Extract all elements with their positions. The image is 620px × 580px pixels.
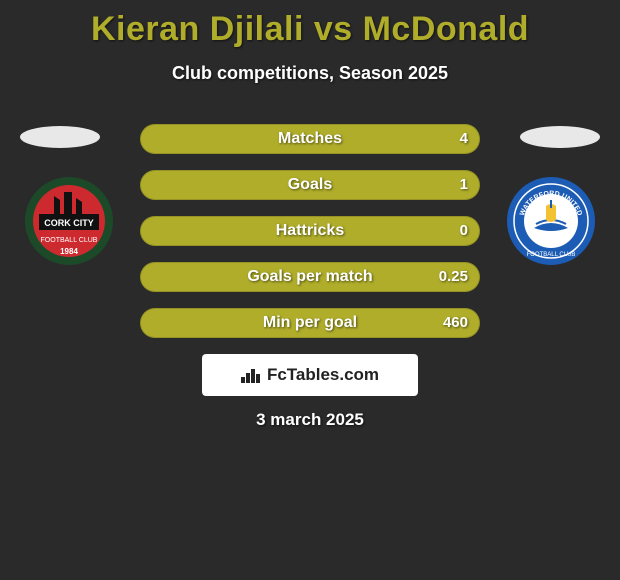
- source-label: FcTables.com: [267, 365, 379, 385]
- player-left-avatar: [20, 126, 100, 148]
- svg-text:1984: 1984: [60, 247, 78, 256]
- stat-label: Hattricks: [140, 216, 480, 246]
- page-subtitle: Club competitions, Season 2025: [0, 63, 620, 84]
- chart-icon: [241, 367, 261, 383]
- svg-text:FOOTBALL CLUB: FOOTBALL CLUB: [41, 237, 98, 244]
- stat-label: Matches: [140, 124, 480, 154]
- stat-row: Matches 4: [140, 124, 480, 154]
- stat-label: Goals: [140, 170, 480, 200]
- stat-right-value: 4: [460, 124, 468, 154]
- stat-row: Goals per match 0.25: [140, 262, 480, 292]
- stat-right-value: 1: [460, 170, 468, 200]
- stat-right-value: 460: [443, 308, 468, 338]
- date-label: 3 march 2025: [0, 410, 620, 430]
- player-right-avatar: [520, 126, 600, 148]
- stat-right-value: 0: [460, 216, 468, 246]
- page-title: Kieran Djilali vs McDonald: [0, 0, 620, 49]
- comparison-card: Kieran Djilali vs McDonald Club competit…: [0, 0, 620, 580]
- stat-row: Min per goal 460: [140, 308, 480, 338]
- club-badge-left: CORK CITY FOOTBALL CLUB 1984: [24, 176, 114, 266]
- svg-text:CORK CITY: CORK CITY: [44, 218, 94, 228]
- stat-label: Goals per match: [140, 262, 480, 292]
- stat-right-value: 0.25: [439, 262, 468, 292]
- stat-label: Min per goal: [140, 308, 480, 338]
- stats-list: Matches 4 Goals 1 Hattricks 0 Goals per …: [140, 124, 480, 354]
- svg-text:FOOTBALL CLUB: FOOTBALL CLUB: [527, 252, 576, 258]
- stat-row: Hattricks 0: [140, 216, 480, 246]
- club-badge-right: WATERFORD UNITED FOOTBALL CLUB: [506, 176, 596, 266]
- stat-row: Goals 1: [140, 170, 480, 200]
- source-link[interactable]: FcTables.com: [202, 354, 418, 396]
